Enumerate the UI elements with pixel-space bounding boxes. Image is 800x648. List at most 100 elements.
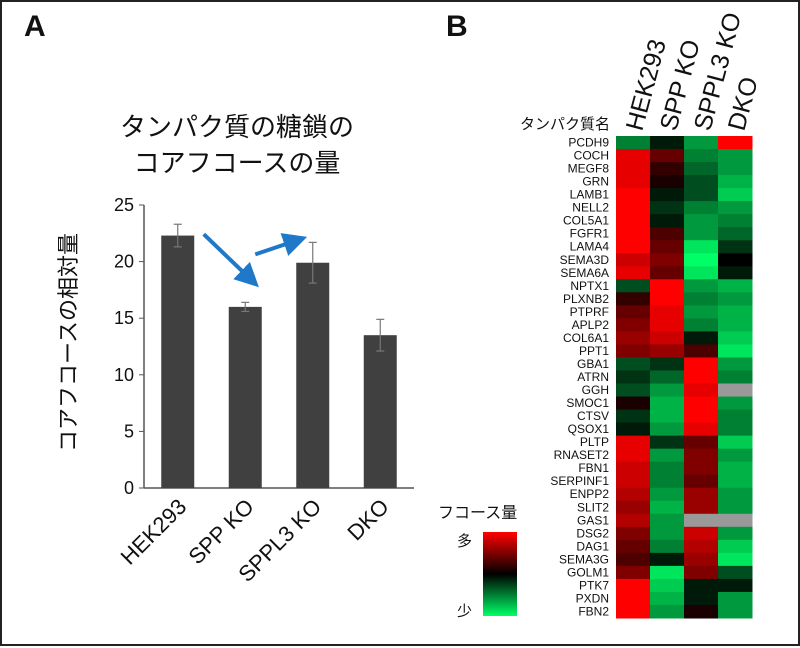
bar-chart-title-line2: コアフコースの量	[133, 149, 341, 179]
heatmap-cell	[650, 526, 685, 541]
heatmap-cell	[616, 487, 651, 502]
heatmap-cell	[718, 331, 753, 345]
legend-high-label: 多	[457, 532, 472, 550]
heatmap-cell	[650, 201, 685, 215]
heatmap-cell	[684, 487, 719, 502]
heatmap-cell	[616, 136, 651, 150]
bar-spp-ko	[228, 306, 262, 488]
heatmap-cell	[616, 162, 651, 176]
heatmap-cell	[616, 591, 651, 606]
heatmap-cell	[650, 383, 685, 398]
heatmap-cell	[718, 526, 753, 541]
heatmap-cell	[718, 552, 753, 567]
protein-label: LAMA4	[570, 240, 610, 254]
heatmap-cell	[684, 422, 719, 437]
heatmap-cell	[718, 318, 753, 332]
heatmap-cell	[616, 201, 651, 215]
heatmap-cell	[616, 240, 651, 254]
heatmap-cell	[684, 279, 719, 293]
heatmap-cell	[684, 383, 719, 398]
protein-label: RNASET2	[554, 448, 610, 462]
heatmap-cell	[650, 136, 685, 150]
row-header-label: タンパク質名	[520, 115, 610, 133]
heatmap-cell	[616, 331, 651, 345]
heatmap-cell	[650, 474, 685, 489]
bar-chart-title-line1: タンパク質の糖鎖の	[119, 113, 354, 143]
legend-title: フコース量	[438, 503, 517, 522]
heatmap-cell	[684, 253, 719, 267]
heatmap-cell	[718, 383, 753, 398]
heatmap-cell	[616, 318, 651, 332]
heatmap-cell	[650, 370, 685, 385]
heatmap-cell	[650, 565, 685, 580]
bar-hek293	[161, 235, 195, 488]
heatmap-cell	[650, 435, 685, 450]
heatmap-cell	[718, 578, 753, 593]
trend-arrow	[202, 232, 259, 288]
heatmap-cell	[650, 279, 685, 293]
heatmap-cell	[684, 435, 719, 450]
heatmap-cell	[718, 396, 753, 411]
heatmap-cell	[616, 266, 651, 280]
heatmap-cell	[616, 149, 651, 163]
protein-label: FBN1	[578, 461, 609, 475]
heatmap-cell	[684, 578, 719, 593]
heatmap-cell	[650, 552, 685, 567]
protein-label: CTSV	[577, 409, 609, 423]
protein-label: ENPP2	[570, 487, 610, 501]
heatmap-cell	[616, 500, 651, 515]
heatmap-cell	[718, 487, 753, 502]
y-tick-label: 20	[114, 252, 134, 272]
heatmap-cell	[616, 539, 651, 554]
protein-label: PXDN	[576, 591, 609, 605]
protein-label: GGH	[582, 383, 609, 397]
heatmap-cell	[718, 253, 753, 267]
heatmap-cell	[650, 292, 685, 306]
legend-low-label: 少	[457, 602, 472, 620]
heatmap-cell	[718, 214, 753, 228]
heatmap-cell	[684, 396, 719, 411]
trend-arrow	[254, 233, 308, 257]
heatmap-cell	[718, 162, 753, 176]
heatmap-cell	[616, 422, 651, 437]
protein-label: QSOX1	[568, 422, 610, 436]
protein-label: DSG2	[576, 526, 609, 540]
heatmap-cell	[684, 370, 719, 385]
heatmap-cell	[684, 227, 719, 241]
heatmap-cell	[718, 136, 753, 150]
heatmap-cell	[684, 149, 719, 163]
heatmap-cell	[650, 188, 685, 202]
heatmap-cell	[718, 305, 753, 319]
heatmap-cell	[718, 500, 753, 515]
heatmap-cell	[718, 292, 753, 306]
heatmap-cell	[650, 591, 685, 606]
heatmap-cell	[650, 539, 685, 554]
heatmap-cell	[684, 344, 719, 358]
heatmap-cell	[616, 214, 651, 228]
heatmap-cell	[684, 240, 719, 254]
heatmap-cell	[616, 474, 651, 489]
heatmap-cell	[650, 240, 685, 254]
heatmap-cell	[616, 305, 651, 319]
protein-label: PTPRF	[570, 305, 609, 319]
protein-label: GOLM1	[567, 565, 609, 579]
protein-label: COCH	[574, 149, 609, 163]
heatmap-cell	[684, 266, 719, 280]
protein-label: MEGF8	[568, 162, 610, 176]
legend-color-bar	[483, 532, 517, 616]
heatmap-cell	[684, 513, 719, 528]
heatmap-cell	[616, 578, 651, 593]
protein-label: DAG1	[576, 539, 609, 553]
bar-dko	[363, 335, 397, 488]
heatmap-cell	[684, 292, 719, 306]
heatmap-cell	[650, 513, 685, 528]
protein-label: PTK7	[579, 578, 609, 592]
heatmap-cell	[684, 409, 719, 424]
heatmap-cell	[718, 266, 753, 280]
protein-label: FGFR1	[570, 227, 610, 241]
panel-label-a: A	[24, 10, 46, 43]
heatmap-cell	[650, 331, 685, 345]
heatmap-cell	[718, 422, 753, 437]
protein-label: LAMB1	[570, 188, 610, 202]
